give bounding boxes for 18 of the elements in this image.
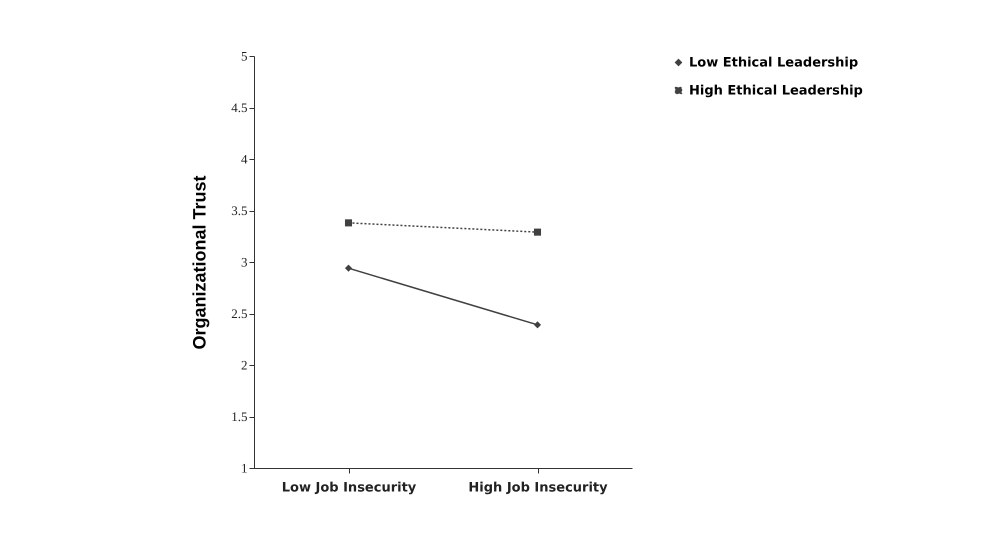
y-tick-label: 2 [241, 358, 248, 372]
point [344, 219, 352, 226]
point [344, 264, 352, 272]
legend-label: Low Ethical Leadership [689, 56, 858, 70]
y-axis-title: Organizational Trust [189, 175, 210, 350]
legend-label: High Ethical Leadership [689, 84, 863, 98]
x-tick-label: High Job Insecurity [468, 480, 608, 496]
y-tick-label: 5 [241, 48, 248, 64]
y-tick-label: 4.5 [231, 100, 248, 115]
point [534, 321, 542, 328]
y-tick-label: 1.5 [231, 409, 248, 424]
y-tick-label: 1 [241, 460, 248, 476]
point [534, 228, 542, 236]
y-tick-label: 3 [241, 254, 248, 270]
y-tick-label: 4 [241, 152, 248, 166]
y-tick-label: 2.5 [231, 306, 248, 321]
y-tick-label: 3.5 [231, 203, 248, 218]
x-tick-label: Low Job Insecurity [282, 480, 417, 496]
